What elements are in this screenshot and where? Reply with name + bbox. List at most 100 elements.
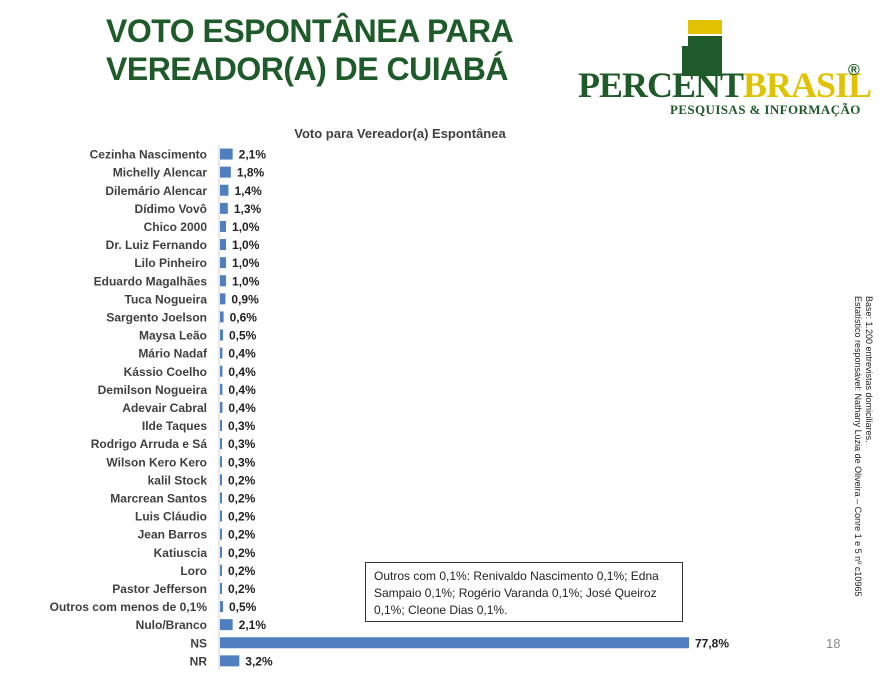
bar: [220, 239, 227, 251]
data-label: 77,8%: [695, 636, 729, 650]
chart-title: Voto para Vereador(a) Espontânea: [294, 126, 506, 141]
data-label: 1,8%: [237, 166, 265, 180]
data-label: 1,3%: [234, 202, 262, 216]
registered-mark: ®: [848, 62, 860, 79]
logo-word-percent: PERCENT: [578, 65, 744, 105]
category-label: Rodrigo Arruda e Sá: [91, 437, 208, 451]
bar: [220, 546, 222, 558]
data-label: 0,4%: [228, 347, 256, 361]
category-label: Mário Nadaf: [138, 347, 208, 361]
data-label: 0,2%: [228, 582, 256, 596]
bar: [220, 148, 233, 160]
others-note-box: Outros com 0,1%: Renivaldo Nascimento 0,…: [365, 562, 683, 622]
percentbrasil-logo: PERCENTBRASIL ® PESQUISAS & INFORMAÇÃO: [578, 20, 872, 120]
data-label: 0,2%: [228, 564, 256, 578]
data-label: 2,1%: [239, 618, 267, 632]
category-label: kalil Stock: [148, 473, 208, 487]
bar: [220, 202, 228, 214]
bar: [220, 601, 224, 613]
methodology-note: Base: 1.200 entrevistas domiciliares. Es…: [852, 296, 874, 596]
category-label: Sargento Joelson: [106, 310, 207, 324]
data-label: 0,5%: [229, 600, 257, 614]
bar: [220, 383, 223, 395]
data-label: 1,0%: [232, 238, 260, 252]
category-label: Dilemário Alencar: [105, 184, 207, 198]
data-label: 1,0%: [232, 256, 260, 270]
bar: [220, 311, 224, 323]
bar: [220, 637, 689, 649]
bar: [220, 293, 226, 305]
page-number: 18: [826, 636, 841, 651]
data-label: 0,2%: [228, 473, 256, 487]
bar: [220, 166, 231, 178]
bar: [220, 474, 222, 486]
category-label: Dídimo Vovô: [135, 202, 207, 216]
bar: [220, 329, 224, 341]
page-title-line2: VEREADOR(A) DE CUIABÁ: [106, 51, 508, 87]
data-label: 0,2%: [228, 491, 256, 505]
methodology-note-line1: Base: 1.200 entrevistas domiciliares.: [864, 296, 874, 443]
category-label: Adevair Cabral: [122, 401, 207, 415]
data-label: 0,3%: [228, 437, 256, 451]
logo-flag-icon: [682, 20, 722, 76]
category-label: Demilson Nogueira: [98, 383, 208, 397]
data-label: 0,4%: [228, 383, 256, 397]
category-label: Wilson Kero Kero: [106, 455, 207, 469]
category-label: Luis Cláudio: [135, 510, 207, 524]
data-label: 0,6%: [230, 310, 258, 324]
category-label: Pastor Jefferson: [112, 582, 207, 596]
data-label: 0,9%: [231, 292, 259, 306]
bar: [220, 582, 222, 594]
category-label: Marcrean Santos: [110, 491, 207, 505]
data-label: 0,3%: [228, 419, 256, 433]
bar: [220, 510, 222, 522]
category-label: NR: [190, 654, 208, 668]
bar: [220, 347, 223, 359]
methodology-note-line2: Estatístico responsável: Nathany Lúzia d…: [853, 296, 863, 597]
category-label: NS: [190, 636, 207, 650]
category-label: Nulo/Branco: [136, 618, 207, 632]
bar: [220, 257, 227, 269]
data-label: 1,4%: [234, 184, 262, 198]
category-label: Outros com menos de 0,1%: [50, 600, 208, 614]
bar: [220, 220, 227, 232]
bar: [220, 655, 240, 667]
bar: [220, 528, 222, 540]
category-label: Maysa Leão: [139, 329, 207, 343]
bar: [220, 184, 229, 196]
page-title: VOTO ESPONTÂNEA PARA VEREADOR(A) DE CUIA…: [106, 12, 526, 88]
logo-word-brasil: BRASIL: [743, 65, 872, 105]
bar: [220, 420, 222, 432]
category-label: Michelly Alencar: [113, 166, 208, 180]
category-label: Eduardo Magalhães: [94, 274, 208, 288]
data-label: 3,2%: [245, 654, 273, 668]
category-label: Ilde Taques: [142, 419, 207, 433]
bar: [220, 619, 233, 631]
data-label: 1,0%: [232, 220, 260, 234]
bar: [220, 492, 222, 504]
category-label: Cezinha Nascimento: [90, 148, 207, 162]
data-label: 0,4%: [228, 401, 256, 415]
category-label: Katiuscia: [154, 546, 208, 560]
category-label: Dr. Luiz Fernando: [106, 238, 207, 252]
data-label: 1,0%: [232, 274, 260, 288]
logo-subtitle: PESQUISAS & INFORMAÇÃO: [670, 102, 861, 117]
data-label: 0,5%: [229, 329, 257, 343]
bar: [220, 401, 223, 413]
category-label: Loro: [180, 564, 207, 578]
category-label: Lilo Pinheiro: [134, 256, 207, 270]
data-label: 0,2%: [228, 510, 256, 524]
logo-wordmark: PERCENTBRASIL: [578, 64, 872, 106]
data-label: 0,4%: [228, 365, 256, 379]
bar: [220, 564, 222, 576]
data-label: 0,2%: [228, 546, 256, 560]
category-label: Tuca Nogueira: [125, 292, 208, 306]
category-label: Jean Barros: [138, 528, 208, 542]
data-label: 0,3%: [228, 455, 256, 469]
bar: [220, 456, 222, 468]
data-label: 0,2%: [228, 528, 256, 542]
page-title-line1: VOTO ESPONTÂNEA PARA: [106, 13, 514, 49]
bar: [220, 275, 227, 287]
bar: [220, 438, 222, 450]
